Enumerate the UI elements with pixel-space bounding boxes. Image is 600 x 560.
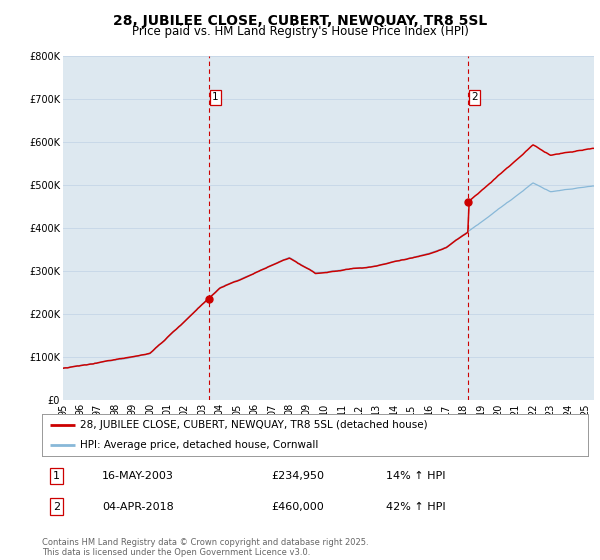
Text: 2: 2 xyxy=(53,502,60,511)
Text: £460,000: £460,000 xyxy=(271,502,324,511)
Text: 04-APR-2018: 04-APR-2018 xyxy=(102,502,174,511)
Text: 1: 1 xyxy=(53,471,60,480)
Text: 14% ↑ HPI: 14% ↑ HPI xyxy=(386,471,445,480)
Text: HPI: Average price, detached house, Cornwall: HPI: Average price, detached house, Corn… xyxy=(80,440,319,450)
Text: Price paid vs. HM Land Registry's House Price Index (HPI): Price paid vs. HM Land Registry's House … xyxy=(131,25,469,38)
Text: 28, JUBILEE CLOSE, CUBERT, NEWQUAY, TR8 5SL: 28, JUBILEE CLOSE, CUBERT, NEWQUAY, TR8 … xyxy=(113,14,487,28)
Text: 42% ↑ HPI: 42% ↑ HPI xyxy=(386,502,446,511)
Text: Contains HM Land Registry data © Crown copyright and database right 2025.
This d: Contains HM Land Registry data © Crown c… xyxy=(42,538,368,557)
Text: 16-MAY-2003: 16-MAY-2003 xyxy=(102,471,174,480)
Text: 2: 2 xyxy=(471,92,478,102)
Text: £234,950: £234,950 xyxy=(271,471,325,480)
Text: 1: 1 xyxy=(212,92,219,102)
Text: 28, JUBILEE CLOSE, CUBERT, NEWQUAY, TR8 5SL (detached house): 28, JUBILEE CLOSE, CUBERT, NEWQUAY, TR8 … xyxy=(80,420,428,430)
